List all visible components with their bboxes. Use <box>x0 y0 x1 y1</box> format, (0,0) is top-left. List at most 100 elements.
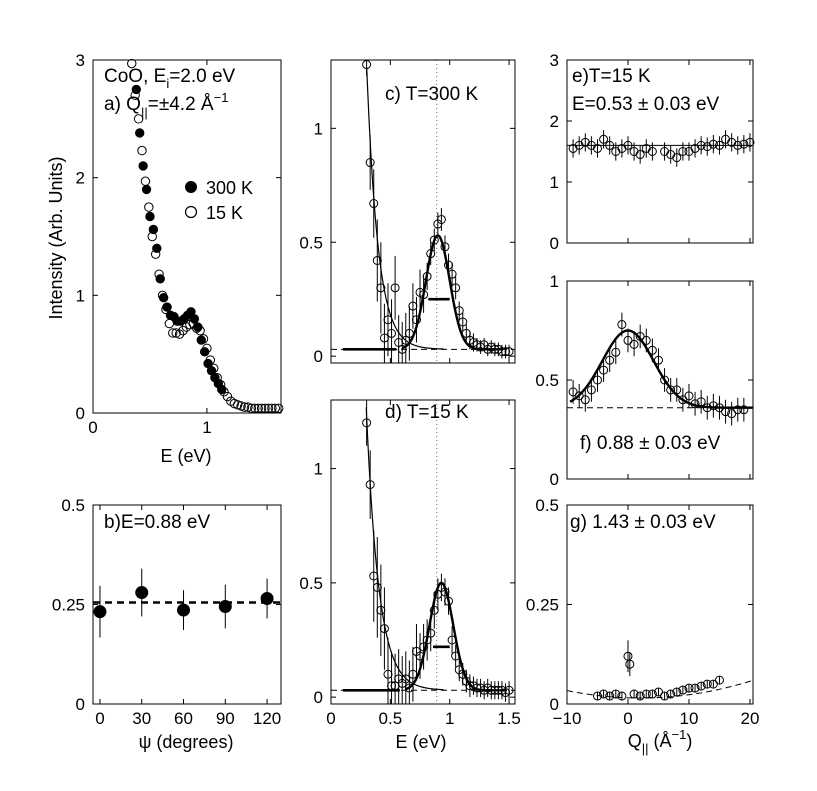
panel-a-point-open <box>222 391 233 402</box>
panel-g-ytick-label: 0.5 <box>535 496 559 515</box>
panel-c-point-open <box>376 283 386 293</box>
panel-e-point-open <box>733 140 743 150</box>
panel-a-point-filled <box>145 211 155 222</box>
panel-a-ylabel: Intensity (Arb. Units) <box>46 156 66 319</box>
panel-a-xtick-label: 1 <box>202 418 211 437</box>
panel-b-point-filled <box>218 599 232 613</box>
panel-c-annotation-1: c) T=300 K <box>385 84 478 105</box>
panel-d-point-open <box>426 628 436 638</box>
panel-a-point-open <box>260 403 270 413</box>
panel-f-point-open <box>629 339 639 349</box>
panel-b-point-filled <box>260 592 274 606</box>
panel-e-point-open <box>672 153 682 163</box>
panel-e-point-open <box>739 139 749 149</box>
panel-g-xlabel: Q|| (Å−1) <box>628 727 693 756</box>
panel-f-ytick-label: 0 <box>550 470 559 489</box>
panel-c-point-open <box>454 306 464 316</box>
panel-a-point-open <box>188 318 198 329</box>
panel-a-point-open <box>239 402 250 412</box>
panel-a-ytick-label: 2 <box>76 169 85 188</box>
panel-d-point-open <box>429 605 439 615</box>
panel-e-ytick-label: 2 <box>550 112 559 131</box>
legend-marker-15k <box>184 205 198 219</box>
panel-d-point-open <box>376 605 386 615</box>
panel-g-point-open <box>635 691 645 701</box>
panel-g-point-open <box>605 691 615 701</box>
panel-b-xtick-label: 60 <box>174 709 193 728</box>
panel-e-point-open <box>592 143 602 153</box>
panel-a-point-open <box>154 269 164 279</box>
panel-c-point-open <box>444 260 454 270</box>
panel-e-annotation-1: e)T=15 K <box>572 66 651 87</box>
panel-d: 0 0.5 1 1.5 0 0.5 1 d) T=15 K E (eV) <box>299 399 521 752</box>
panel-g-xtick-label: 10 <box>680 709 699 728</box>
panel-c-point-open <box>451 283 461 293</box>
panel-c-point-open <box>436 214 446 224</box>
panel-g-point-open <box>666 689 676 699</box>
panel-d-point-open <box>365 480 375 490</box>
panel-f-lines <box>567 329 753 409</box>
panel-g-point-open <box>702 679 712 689</box>
panel-c-point-open <box>440 242 450 252</box>
panel-d-annotation-1: d) T=15 K <box>385 402 469 423</box>
panel-a-frame <box>92 59 282 414</box>
panel-g-parabola-fit <box>566 679 754 699</box>
panel-a-point-filled <box>148 224 159 235</box>
legend-label-300k: 300 K <box>206 178 253 198</box>
panel-d-point-open <box>415 651 425 661</box>
panel-f-point-open <box>739 405 749 415</box>
panel-a-point-open <box>202 343 212 353</box>
panel-d-decay-fit <box>365 407 444 691</box>
panel-g-xtick-label: 0 <box>623 709 632 728</box>
panel-a-point-open <box>178 325 188 336</box>
panel-a-point-open <box>157 290 168 301</box>
panel-f-annotation-1: f) 0.88 ± 0.03 eV <box>580 433 721 454</box>
panel-e-ytick-label: 0 <box>550 234 559 253</box>
panel-a-point-open <box>174 329 185 339</box>
panel-a-points <box>127 58 284 413</box>
panel-d-points <box>362 400 514 704</box>
panel-a-point-open <box>164 318 175 329</box>
panel-a-point-open <box>250 403 260 413</box>
panel-f-point-open <box>666 385 676 395</box>
panel-f-point-open <box>696 397 706 407</box>
panel-f-ticks: 00.51 <box>535 272 753 489</box>
panel-b-ticks: 0 30 60 90 120 0 0.25 0.5 <box>52 496 281 728</box>
panel-c-point-open <box>362 60 372 70</box>
panel-d-ytick-label: 0 <box>314 688 323 707</box>
panel-e-ytick-label: 3 <box>550 51 559 70</box>
panel-f-point-open <box>672 385 682 395</box>
panel-d-point-open <box>440 587 450 597</box>
panel-f-point-open <box>586 385 596 395</box>
panel-d-point-open <box>369 571 379 581</box>
panel-a-point-open <box>198 334 209 344</box>
panel-c-point-open <box>383 315 393 325</box>
panel-d-xtick-label: 1 <box>445 709 454 728</box>
panel-g-point-open <box>647 689 657 699</box>
panel-a-point-open <box>161 304 171 315</box>
panel-e-point-open <box>708 139 718 149</box>
panel-a-point-open <box>205 355 216 365</box>
panel-b-xtick-label: 120 <box>253 709 281 728</box>
panel-c-point-open <box>447 269 457 279</box>
panel-g-point-open <box>684 683 694 693</box>
panel-c-point-open <box>429 235 439 245</box>
panel-d-point-open <box>447 635 457 645</box>
panel-f-ytick-label: 1 <box>550 272 559 291</box>
panel-e-point-open <box>647 147 657 156</box>
panel-a-ticks: 0 1 0 1 2 3 <box>76 51 281 437</box>
panel-f-point-open <box>660 375 670 385</box>
panel-a-xlabel: E (eV) <box>160 446 211 466</box>
panel-a: 0 1 0 1 2 3 CoO, Ei=2.0 eV a) Q||=±4.2 Å−1 30… <box>46 51 284 466</box>
panel-e-ticks: 0 1 2 3 <box>550 51 753 253</box>
panel-e-annotation-2: E=0.53 ± 0.03 eV <box>572 94 720 115</box>
panel-f-point-open <box>721 407 731 417</box>
panel-e-point-open <box>702 142 712 152</box>
panel-a-point-open <box>256 403 267 413</box>
panel-b-xtick-label: 30 <box>132 709 151 728</box>
panel-g-point-open <box>592 691 602 701</box>
panel-a-point-open <box>195 325 205 336</box>
panel-c-ticks: 00.51 <box>299 60 515 366</box>
